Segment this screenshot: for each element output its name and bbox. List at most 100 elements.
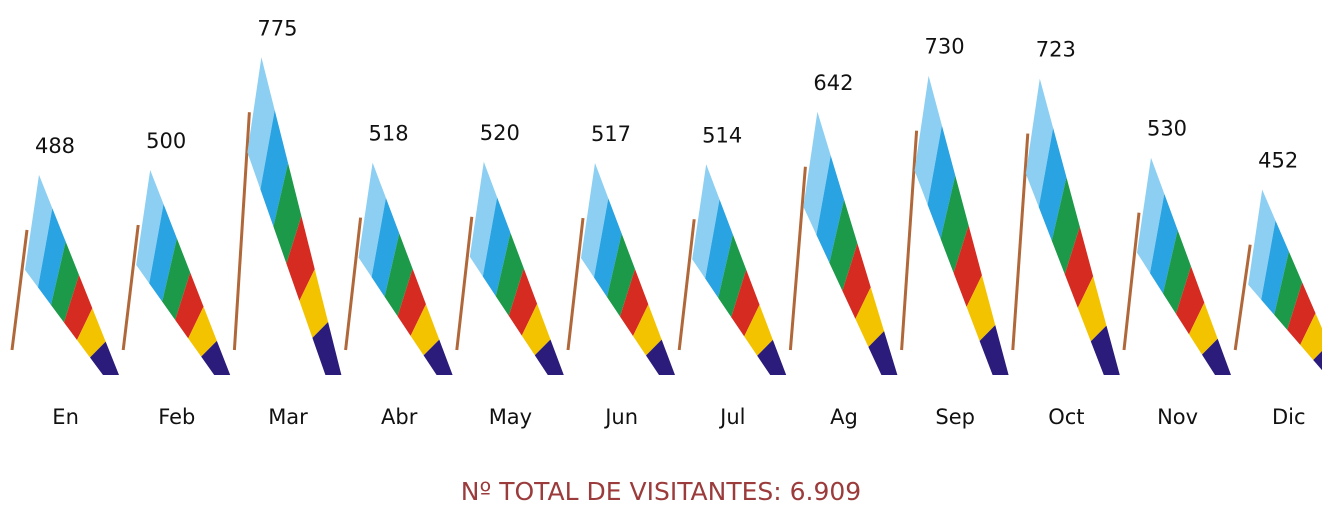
flag-stripe — [1038, 127, 1067, 241]
flag-pole — [900, 130, 919, 351]
flag-stripe — [927, 125, 956, 239]
flag — [1233, 189, 1322, 371]
flag-pole — [677, 219, 696, 351]
x-tick-label: Oct — [1048, 405, 1084, 429]
flag — [10, 174, 119, 375]
flag — [1011, 78, 1120, 375]
flag-stripe — [1287, 282, 1316, 345]
flag-stripe — [495, 232, 524, 316]
flag-stripe — [1064, 226, 1094, 308]
flag-stripe — [273, 163, 302, 264]
value-label: 520 — [480, 121, 520, 145]
flag — [677, 164, 787, 375]
x-tick-label: Mar — [268, 405, 308, 429]
flag-stripe — [149, 204, 177, 302]
value-label: 775 — [257, 16, 297, 40]
flag-stripe — [397, 268, 426, 336]
flag-stripe — [384, 233, 413, 317]
flag-stripe — [286, 216, 315, 301]
flag-stripe — [581, 163, 609, 278]
flag-stripe — [423, 339, 453, 375]
value-label: 452 — [1258, 149, 1298, 173]
x-tick-label: Abr — [381, 405, 418, 429]
x-tick-label: May — [489, 405, 532, 429]
flag-pole — [566, 217, 585, 351]
flag-stripe — [607, 233, 635, 317]
flag-stripe — [260, 110, 289, 227]
flag-stripe — [1090, 325, 1120, 375]
flag-stripe — [953, 225, 982, 307]
flag-stripe — [1150, 193, 1178, 294]
flag-stripe — [744, 304, 773, 356]
flag-stripe — [312, 322, 342, 375]
flag-stripe — [1300, 313, 1322, 360]
x-tick-label: Nov — [1157, 405, 1198, 429]
value-label: 730 — [925, 35, 965, 59]
value-label: 500 — [146, 129, 186, 153]
flag-stripe — [469, 161, 498, 277]
flag-stripe — [136, 170, 164, 284]
flag-stripe — [1176, 266, 1205, 335]
flag-stripe — [1051, 177, 1080, 275]
flag-pole — [788, 166, 807, 351]
flag-stripe — [188, 306, 217, 357]
flag — [455, 161, 564, 375]
total-annotation: Nº TOTAL DE VISITANTES: 6.909 — [461, 477, 861, 506]
flag — [566, 163, 675, 375]
flag-stripe — [175, 272, 204, 339]
flag-stripe — [162, 238, 191, 320]
flag-stripe — [718, 234, 747, 318]
value-label: 723 — [1036, 38, 1076, 62]
flag — [121, 170, 231, 375]
flag-stripe — [1274, 251, 1303, 330]
flag-stripe — [803, 111, 831, 235]
flag-stripe — [620, 269, 649, 337]
flag-stripe — [358, 162, 386, 278]
flag-stripe — [731, 269, 760, 337]
flag-stripe — [299, 269, 329, 338]
flag-stripe — [757, 339, 787, 375]
flag-stripe — [868, 331, 898, 375]
flag-pole — [1233, 244, 1252, 351]
flag-stripe — [90, 341, 119, 375]
flag-stripe — [77, 308, 106, 358]
flag — [1122, 157, 1231, 375]
flag-stripe — [979, 325, 1009, 375]
x-tick-label: Jun — [603, 405, 638, 429]
value-label: 514 — [702, 123, 742, 147]
flag — [900, 75, 1009, 375]
flag — [232, 57, 342, 375]
flag — [788, 111, 898, 375]
x-tick-label: Dic — [1272, 405, 1306, 429]
x-tick-label: En — [52, 405, 79, 429]
flag-pole — [455, 216, 474, 351]
flag-stripe — [914, 75, 942, 205]
flag-stripe — [64, 274, 93, 340]
flag-pole — [1122, 212, 1141, 351]
flag-stripe — [38, 208, 66, 305]
x-tick-label: Feb — [158, 405, 195, 429]
x-tick-label: Sep — [935, 405, 975, 429]
flag-stripe — [1077, 276, 1107, 342]
flag-stripe — [705, 199, 733, 298]
flag-pole — [10, 229, 29, 351]
flag-stripe — [1202, 338, 1231, 375]
flag-stripe — [855, 287, 885, 347]
flag-stripe — [508, 268, 538, 336]
flag-stripe — [1025, 78, 1054, 208]
flag-stripe — [692, 164, 720, 279]
flag-stripe — [829, 199, 858, 291]
flag-stripe — [1163, 230, 1191, 314]
flag-stripe — [371, 198, 400, 297]
flag-stripe — [646, 339, 675, 375]
flag — [344, 162, 453, 375]
flag-stripe — [482, 197, 511, 297]
flag-stripe — [1248, 189, 1276, 300]
flag-pole — [344, 217, 363, 351]
value-label: 517 — [591, 122, 631, 146]
flag-stripe — [201, 340, 231, 375]
x-tick-label: Ag — [830, 405, 858, 429]
flag-stripe — [1189, 302, 1218, 355]
flag-stripe — [1137, 157, 1165, 274]
